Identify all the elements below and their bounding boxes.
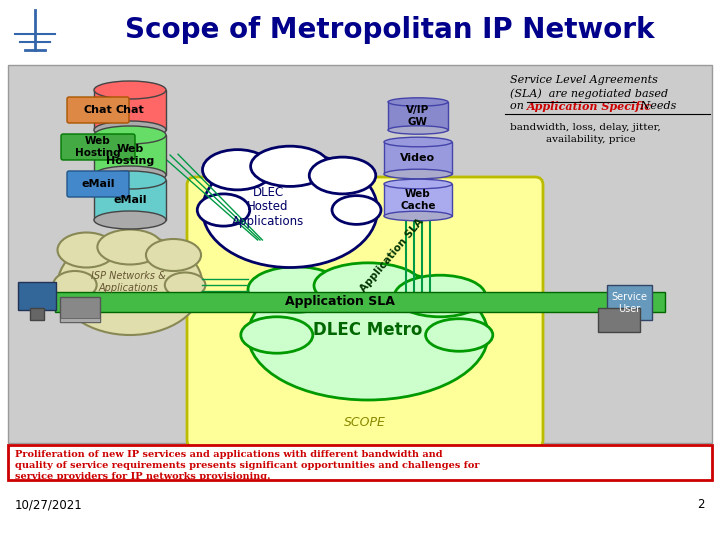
Bar [18, 282, 56, 310]
Ellipse shape [384, 179, 452, 189]
Bar [8, 445, 712, 480]
Text: Service
User: Service User [611, 292, 647, 314]
Ellipse shape [94, 121, 166, 139]
Ellipse shape [314, 263, 422, 308]
Text: Video: Video [400, 153, 436, 163]
Bar [598, 308, 640, 332]
Ellipse shape [94, 211, 166, 229]
Bar [94, 135, 166, 175]
Bar [60, 318, 100, 322]
Text: bandwidth, loss, delay, jitter,: bandwidth, loss, delay, jitter, [510, 123, 661, 132]
Text: eMail: eMail [113, 195, 147, 205]
Ellipse shape [97, 230, 163, 265]
Text: quality of service requirements presents significant opportunities and challenge: quality of service requirements presents… [15, 461, 480, 470]
Ellipse shape [251, 146, 329, 186]
Ellipse shape [388, 98, 448, 106]
Ellipse shape [395, 275, 485, 317]
Ellipse shape [384, 169, 452, 179]
Ellipse shape [58, 235, 202, 335]
Text: Web
Hosting: Web Hosting [106, 144, 154, 166]
Ellipse shape [388, 126, 448, 134]
Ellipse shape [384, 137, 452, 147]
Ellipse shape [146, 239, 201, 271]
FancyBboxPatch shape [61, 134, 135, 160]
FancyBboxPatch shape [67, 97, 129, 123]
Text: Application SLA: Application SLA [285, 295, 395, 308]
Text: 10/27/2021: 10/27/2021 [15, 498, 83, 511]
Bar [384, 184, 452, 216]
Text: Chat: Chat [116, 105, 145, 115]
Text: on: on [510, 101, 527, 111]
Bar [8, 65, 712, 443]
Bar [94, 90, 166, 130]
Bar [55, 292, 665, 312]
Bar [30, 308, 44, 320]
Ellipse shape [426, 319, 492, 351]
Bar [5, 5, 85, 60]
Text: DLEC Metro: DLEC Metro [313, 321, 423, 339]
Ellipse shape [53, 271, 96, 299]
Ellipse shape [202, 152, 377, 267]
Ellipse shape [94, 166, 166, 184]
Ellipse shape [248, 270, 488, 400]
Text: Chat: Chat [84, 105, 112, 115]
Text: service providers for IP networks provisioning.: service providers for IP networks provis… [15, 472, 271, 481]
Ellipse shape [94, 126, 166, 144]
Bar [94, 180, 166, 220]
Text: Proliferation of new IP services and applications with different bandwidth and: Proliferation of new IP services and app… [15, 450, 443, 459]
Bar [384, 142, 452, 174]
Ellipse shape [384, 211, 452, 221]
Text: Application Specific: Application Specific [527, 101, 652, 112]
Ellipse shape [248, 267, 344, 312]
Text: V/IP
GW: V/IP GW [406, 105, 430, 127]
Bar [607, 285, 652, 320]
Text: availability, price: availability, price [533, 135, 636, 144]
Ellipse shape [58, 233, 115, 267]
Text: Service Level Agreements: Service Level Agreements [510, 75, 658, 85]
Ellipse shape [197, 194, 250, 226]
Text: SCOPE: SCOPE [344, 415, 386, 429]
Ellipse shape [310, 157, 376, 194]
Ellipse shape [94, 171, 166, 189]
Text: Needs: Needs [637, 101, 676, 111]
Text: 2: 2 [698, 498, 705, 511]
Ellipse shape [332, 195, 381, 225]
Text: Scope of Metropolitan IP Network: Scope of Metropolitan IP Network [125, 16, 654, 44]
Bar [60, 297, 100, 322]
FancyBboxPatch shape [67, 171, 129, 197]
Text: DLEC
Hosted
Applications: DLEC Hosted Applications [232, 186, 304, 228]
Ellipse shape [240, 317, 312, 353]
Text: Application SLA: Application SLA [359, 217, 426, 294]
Text: ISP Networks &
Applications: ISP Networks & Applications [91, 271, 166, 293]
Bar [388, 102, 448, 130]
Ellipse shape [202, 150, 272, 190]
Text: Web
Cache: Web Cache [400, 189, 436, 211]
Text: Web
Hosting: Web Hosting [75, 136, 121, 158]
Ellipse shape [165, 273, 205, 298]
Bar [0, 0, 720, 60]
Text: (SLA)  are negotiated based: (SLA) are negotiated based [510, 88, 668, 99]
FancyBboxPatch shape [187, 177, 543, 448]
Text: eMail: eMail [81, 179, 114, 189]
Ellipse shape [94, 81, 166, 99]
